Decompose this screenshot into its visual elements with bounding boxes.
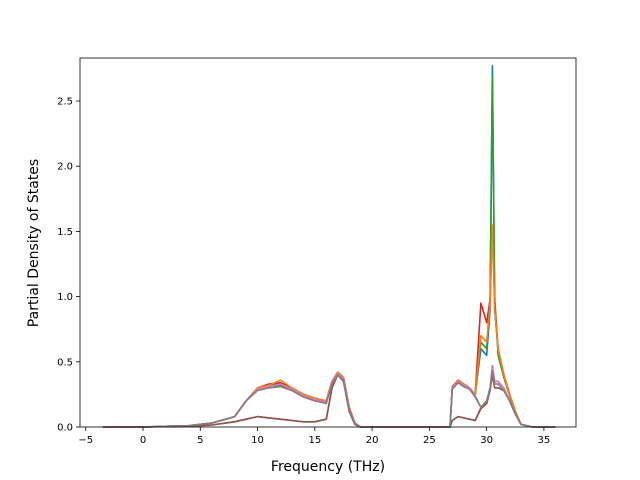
plot-frame (79, 57, 577, 428)
x-tick-label: 5 (197, 435, 203, 446)
y-tick-label: 0.5 (57, 357, 73, 368)
x-tick-label: 15 (308, 435, 321, 446)
x-tick-label: 25 (423, 435, 436, 446)
y-axis-label: Partial Density of States (26, 159, 42, 327)
y-tick-label: 1.0 (57, 292, 73, 303)
x-tick-label: 35 (538, 435, 551, 446)
x-tick-label: −5 (78, 435, 93, 446)
x-tick-label: 10 (251, 435, 264, 446)
y-tick-label: 2.0 (57, 162, 73, 173)
y-tick-label: 1.5 (57, 227, 73, 238)
series-line-2 (102, 74, 556, 428)
series-line-1 (102, 65, 556, 428)
x-tick-label: 0 (140, 435, 146, 446)
y-tick-label: 0.0 (57, 423, 73, 434)
plot-lines (102, 65, 556, 428)
x-axis-ticks: −5 0 5 10 15 20 25 30 35 (78, 427, 550, 446)
x-axis-label: Frequency (THz) (271, 459, 385, 475)
y-tick-label: 2.5 (57, 97, 73, 108)
series-line-8 (102, 370, 556, 428)
y-axis-ticks: 0.0 0.5 1.0 1.5 2.0 2.5 (57, 97, 80, 434)
x-tick-label: 30 (480, 435, 493, 446)
x-tick-label: 20 (366, 435, 379, 446)
